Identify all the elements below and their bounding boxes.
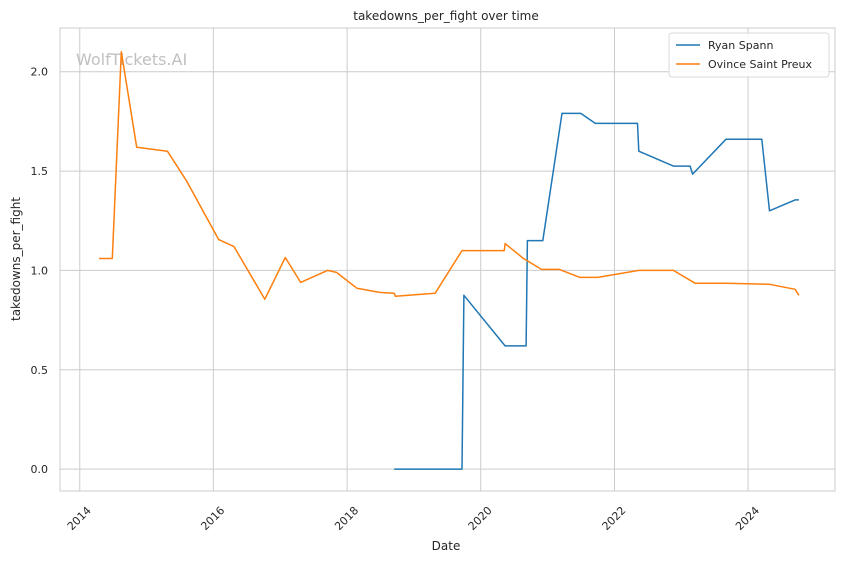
y-tick-label: 0.5	[31, 364, 49, 377]
y-tick-label: 0.0	[31, 463, 49, 476]
plot-area	[59, 27, 836, 492]
legend-label: Ryan Spann	[708, 39, 773, 52]
chart-title: takedowns_per_fight over time	[353, 9, 539, 23]
y-tick-label: 2.0	[31, 66, 49, 79]
legend: Ryan Spann Ovince Saint Preux	[668, 32, 830, 78]
x-axis-label: Date	[432, 539, 461, 553]
x-tick-label: 2016	[198, 504, 227, 533]
legend-box	[668, 32, 830, 78]
y-tick-label: 1.0	[31, 264, 49, 277]
series-line-0	[394, 112, 799, 470]
series-line-1	[99, 51, 800, 300]
x-tick-label: 2022	[600, 504, 629, 533]
series-layer	[99, 51, 800, 470]
x-tick-label: 2018	[332, 504, 361, 533]
legend-label: Ovince Saint Preux	[708, 58, 813, 71]
y-tick-label: 1.5	[31, 165, 49, 178]
x-tick-label: 2020	[466, 504, 495, 533]
x-axis-ticks: 2014 2016 2018 2020 2022 2024	[65, 504, 762, 533]
x-tick-label: 2014	[65, 504, 94, 533]
grid-lines	[60, 28, 835, 491]
y-axis-label: takedowns_per_fight	[9, 197, 23, 321]
y-axis-ticks: 0.0 0.5 1.0 1.5 2.0	[31, 66, 49, 476]
watermark: WolfTickets.AI	[76, 50, 187, 69]
x-tick-label: 2024	[733, 504, 762, 533]
